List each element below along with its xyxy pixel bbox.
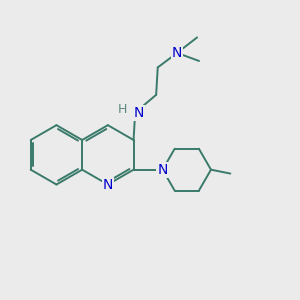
- Text: H: H: [118, 103, 128, 116]
- Text: N: N: [103, 178, 113, 191]
- Text: N: N: [133, 106, 144, 120]
- Text: N: N: [172, 46, 182, 60]
- Text: N: N: [158, 163, 168, 177]
- Text: N: N: [158, 163, 168, 177]
